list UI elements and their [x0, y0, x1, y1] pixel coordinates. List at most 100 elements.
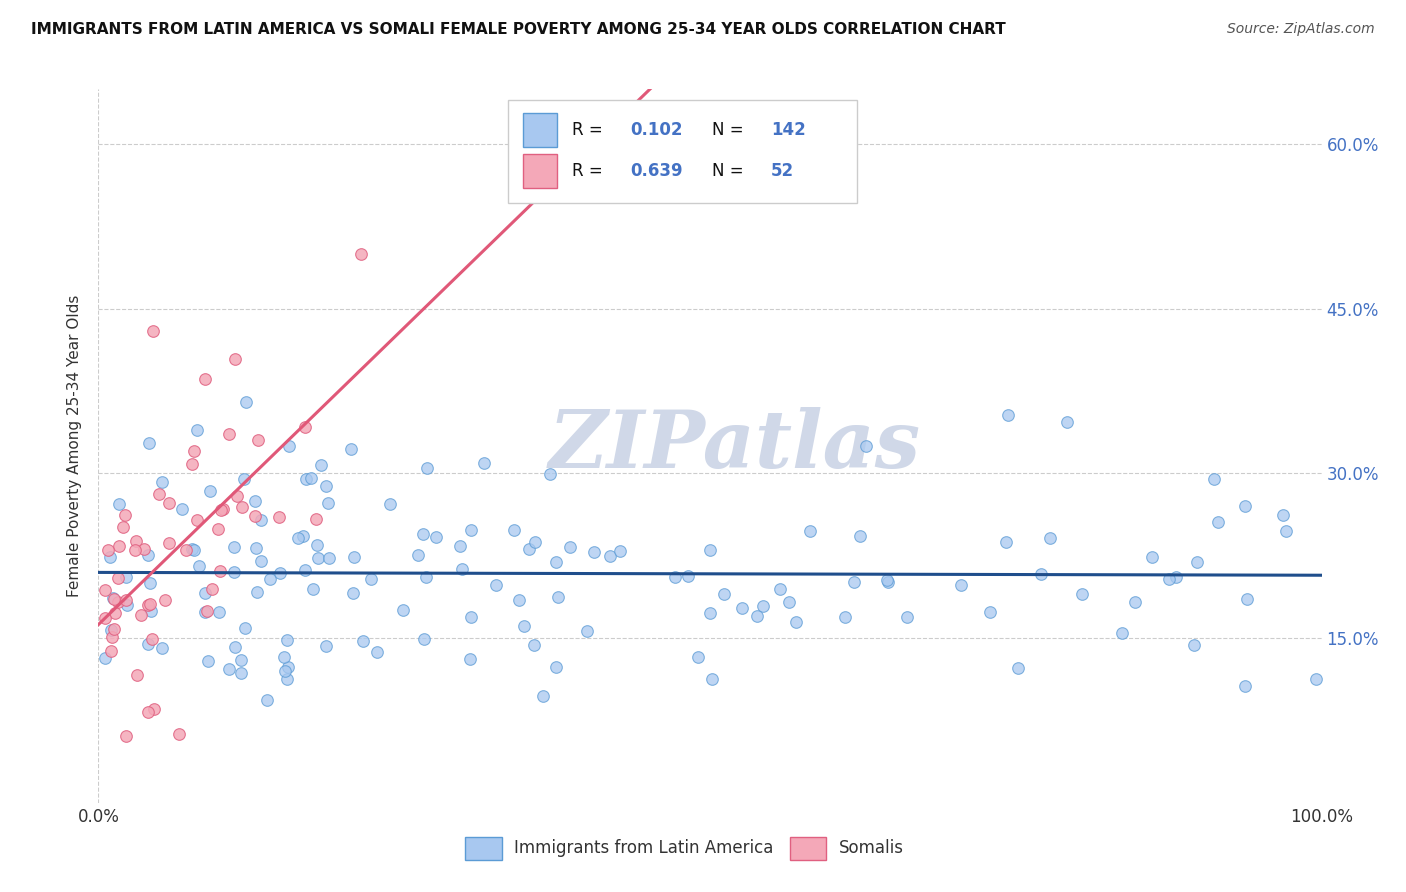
Point	[107, 595, 129, 609]
Point	[538, 467, 561, 481]
Point	[458, 652, 481, 666]
Point	[136, 637, 159, 651]
Point	[172, 502, 194, 516]
Point	[207, 605, 229, 619]
Point	[200, 483, 222, 498]
Point	[139, 576, 162, 591]
Point	[188, 558, 211, 573]
Point	[218, 662, 240, 676]
Point	[778, 595, 800, 609]
Point	[174, 542, 197, 557]
Point	[186, 512, 208, 526]
Point	[111, 520, 134, 534]
Point	[842, 574, 865, 589]
Point	[231, 500, 253, 514]
Point	[350, 247, 373, 261]
Text: 0.102: 0.102	[630, 121, 683, 139]
Point	[523, 638, 546, 652]
Point	[97, 542, 120, 557]
Point	[1305, 672, 1327, 686]
Point	[136, 705, 159, 719]
Point	[224, 565, 246, 579]
Point	[1185, 555, 1208, 569]
Point	[503, 523, 526, 537]
Point	[547, 591, 569, 605]
Point	[183, 444, 205, 458]
Point	[1123, 594, 1146, 608]
Point	[273, 650, 295, 665]
Point	[250, 513, 273, 527]
Point	[896, 610, 918, 624]
Point	[103, 622, 125, 636]
Point	[1159, 572, 1181, 586]
Point	[209, 503, 232, 517]
Point	[180, 457, 202, 471]
Point	[699, 607, 721, 621]
Point	[276, 673, 298, 687]
Text: ZIPatlas: ZIPatlas	[548, 408, 921, 484]
Point	[472, 456, 495, 470]
Point	[183, 543, 205, 558]
Point	[287, 531, 309, 545]
Point	[524, 535, 547, 549]
Point	[132, 542, 155, 557]
Point	[876, 573, 898, 587]
Point	[93, 611, 115, 625]
Point	[195, 604, 218, 618]
Point	[207, 522, 229, 536]
Point	[1233, 679, 1256, 693]
Point	[752, 599, 775, 613]
Point	[508, 592, 530, 607]
Point	[256, 693, 278, 707]
Point	[124, 533, 146, 548]
Point	[406, 549, 429, 563]
Point	[224, 541, 246, 555]
Point	[799, 524, 821, 538]
FancyBboxPatch shape	[508, 100, 856, 203]
Point	[150, 640, 173, 655]
Point	[98, 549, 121, 564]
Point	[1140, 550, 1163, 565]
Text: R =: R =	[572, 121, 607, 139]
Point	[294, 472, 316, 486]
Point	[245, 541, 267, 555]
Point	[1275, 524, 1298, 538]
Point	[678, 569, 700, 583]
Point	[100, 623, 122, 637]
Point	[224, 352, 246, 367]
Point	[876, 574, 898, 589]
Point	[115, 730, 138, 744]
Point	[246, 585, 269, 599]
Point	[315, 640, 337, 654]
Point	[197, 654, 219, 668]
Point	[141, 632, 163, 646]
Point	[114, 508, 136, 522]
Point	[849, 529, 872, 543]
Point	[531, 689, 554, 703]
Point	[855, 439, 877, 453]
Point	[201, 582, 224, 596]
Y-axis label: Female Poverty Among 25-34 Year Olds: Female Poverty Among 25-34 Year Olds	[67, 295, 83, 597]
Point	[1271, 508, 1294, 522]
Point	[246, 434, 269, 448]
Point	[305, 538, 328, 552]
Point	[413, 632, 436, 647]
Point	[664, 570, 686, 584]
Point	[700, 672, 723, 686]
Point	[208, 564, 231, 578]
Point	[103, 591, 125, 606]
Point	[125, 667, 148, 681]
Point	[153, 593, 176, 607]
Point	[157, 496, 180, 510]
Point	[950, 578, 973, 592]
Point	[103, 592, 125, 607]
Point	[343, 550, 366, 565]
Point	[167, 727, 190, 741]
Point	[609, 544, 631, 558]
Point	[1182, 638, 1205, 652]
Point	[979, 605, 1001, 619]
Point	[226, 490, 249, 504]
Point	[138, 436, 160, 450]
Point	[294, 420, 316, 434]
Point	[546, 556, 568, 570]
